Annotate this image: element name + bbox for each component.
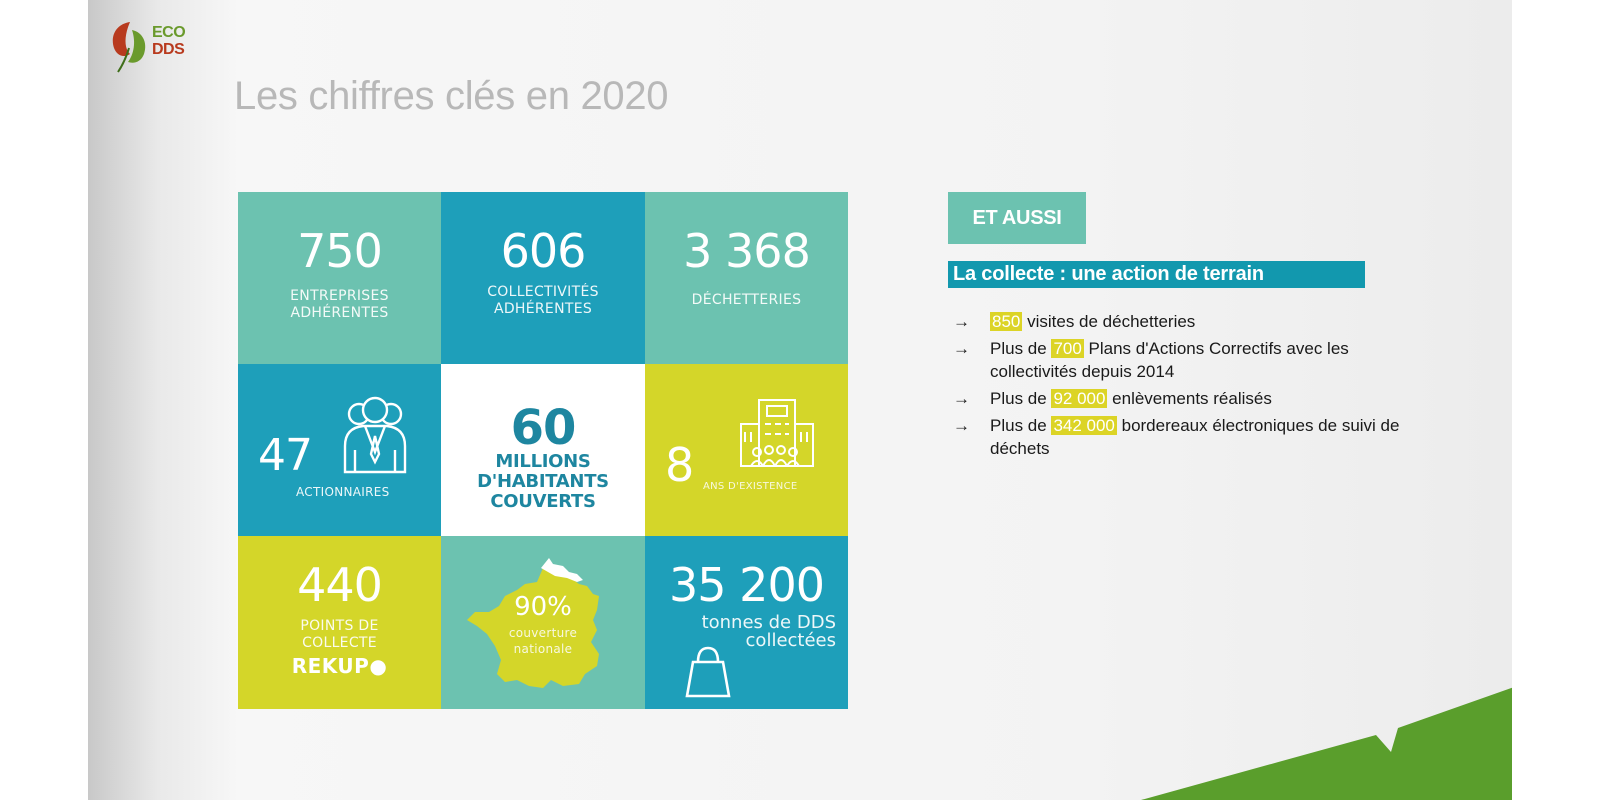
couverture-label: couverture nationale bbox=[508, 626, 578, 656]
actionnaires-label: ACTIONNAIRES bbox=[296, 485, 390, 499]
item-prefix: Plus de bbox=[990, 389, 1052, 408]
collecte-list: → 850 visites de déchetteries → Plus de 70… bbox=[948, 310, 1408, 464]
item-text: visites de déchetteries bbox=[1022, 312, 1196, 331]
leaf-logo-icon bbox=[112, 22, 146, 73]
shareholders-icon bbox=[343, 396, 407, 474]
decheteries-label: DÉCHETTERIES bbox=[691, 292, 802, 308]
decheteries-value: 3 368 bbox=[683, 224, 811, 278]
section-heading: La collecte : une action de terrain bbox=[948, 261, 1365, 288]
key-figures-grid: 750 ENTREPRISES ADHÉRENTES 606 COLLECTIV… bbox=[238, 192, 848, 709]
actionnaires-value: 47 bbox=[258, 430, 313, 481]
tile-decheteries: 3 368 DÉCHETTERIES bbox=[645, 192, 848, 364]
arrow-icon: → bbox=[953, 339, 970, 358]
tile-tonnes: 35 200 tonnes de DDS collectées bbox=[645, 536, 848, 709]
item-text: enlèvements réalisés bbox=[1107, 389, 1272, 408]
tile-actionnaires: 47 ACTIONNAIRES bbox=[238, 364, 441, 536]
item-text: bordereaux électroniques de suivi de déc… bbox=[990, 416, 1400, 458]
entreprises-label: ENTREPRISES ADHÉRENTES bbox=[290, 288, 389, 321]
tile-points-collecte: 440 POINTS DE COLLECTE REKUP● bbox=[238, 536, 441, 709]
existence-value: 8 bbox=[665, 438, 694, 492]
arrow-icon: → bbox=[953, 312, 970, 331]
points-label: POINTS DE COLLECTE bbox=[300, 618, 379, 651]
tile-collectivites: 606 COLLECTIVITÉS ADHÉRENTES bbox=[441, 192, 645, 364]
collectivites-label: COLLECTIVITÉS ADHÉRENTES bbox=[487, 284, 599, 317]
logo-text-eco: ECO bbox=[152, 24, 186, 41]
collectivites-value: 606 bbox=[500, 224, 587, 278]
tonnes-label: tonnes de DDS collectées bbox=[701, 612, 836, 651]
weight-icon bbox=[685, 646, 731, 698]
couverture-value: 90% bbox=[514, 592, 572, 622]
highlight-figure: 850 bbox=[990, 312, 1023, 331]
list-item: → 850 visites de déchetteries bbox=[948, 310, 1408, 333]
et-aussi-badge: ET AUSSI bbox=[948, 192, 1086, 244]
arrow-icon: → bbox=[953, 416, 970, 435]
list-item: → Plus de 342 000 bordereaux électronique… bbox=[948, 414, 1408, 460]
list-item: → Plus de 700 Plans d'Actions Correctifs … bbox=[948, 337, 1408, 383]
existence-label: ANS D'EXISTENCE bbox=[703, 481, 798, 492]
entreprises-value: 750 bbox=[297, 224, 383, 278]
tile-habitants: 60 MILLIONS D'HABITANTS COUVERTS bbox=[441, 364, 645, 536]
item-prefix: Plus de bbox=[990, 416, 1052, 435]
highlight-figure: 92 000 bbox=[1051, 389, 1108, 408]
item-text: Plans d'Actions Correctifs avec les coll… bbox=[990, 339, 1349, 381]
tile-couverture: 90% couverture nationale bbox=[441, 536, 645, 709]
rekupo-brand: REKUP● bbox=[291, 654, 388, 678]
points-value: 440 bbox=[297, 558, 383, 612]
item-prefix: Plus de bbox=[990, 339, 1052, 358]
eco-dds-logo: ECO DDS bbox=[108, 18, 198, 74]
arrow-icon: → bbox=[953, 389, 970, 408]
page-title: Les chiffres clés en 2020 bbox=[234, 74, 669, 118]
habitants-label: MILLIONS D'HABITANTS COUVERTS bbox=[477, 451, 609, 512]
highlight-figure: 700 bbox=[1051, 339, 1084, 358]
tile-existence: 8 ANS D'EXISTENCE bbox=[645, 364, 848, 536]
page-margin-left bbox=[0, 0, 88, 800]
habitants-value: 60 bbox=[510, 400, 577, 456]
france-map-icon bbox=[467, 558, 599, 688]
logo-text: ECO DDS bbox=[152, 24, 186, 58]
building-icon bbox=[740, 399, 814, 467]
list-item: → Plus de 92 000 enlèvements réalisés bbox=[948, 387, 1408, 410]
tile-entreprises: 750 ENTREPRISES ADHÉRENTES bbox=[238, 192, 441, 364]
page-margin-right bbox=[1512, 0, 1600, 800]
logo-text-dds: DDS bbox=[152, 41, 185, 58]
highlight-figure: 342 000 bbox=[1051, 416, 1117, 435]
tonnes-value: 35 200 bbox=[669, 558, 825, 612]
